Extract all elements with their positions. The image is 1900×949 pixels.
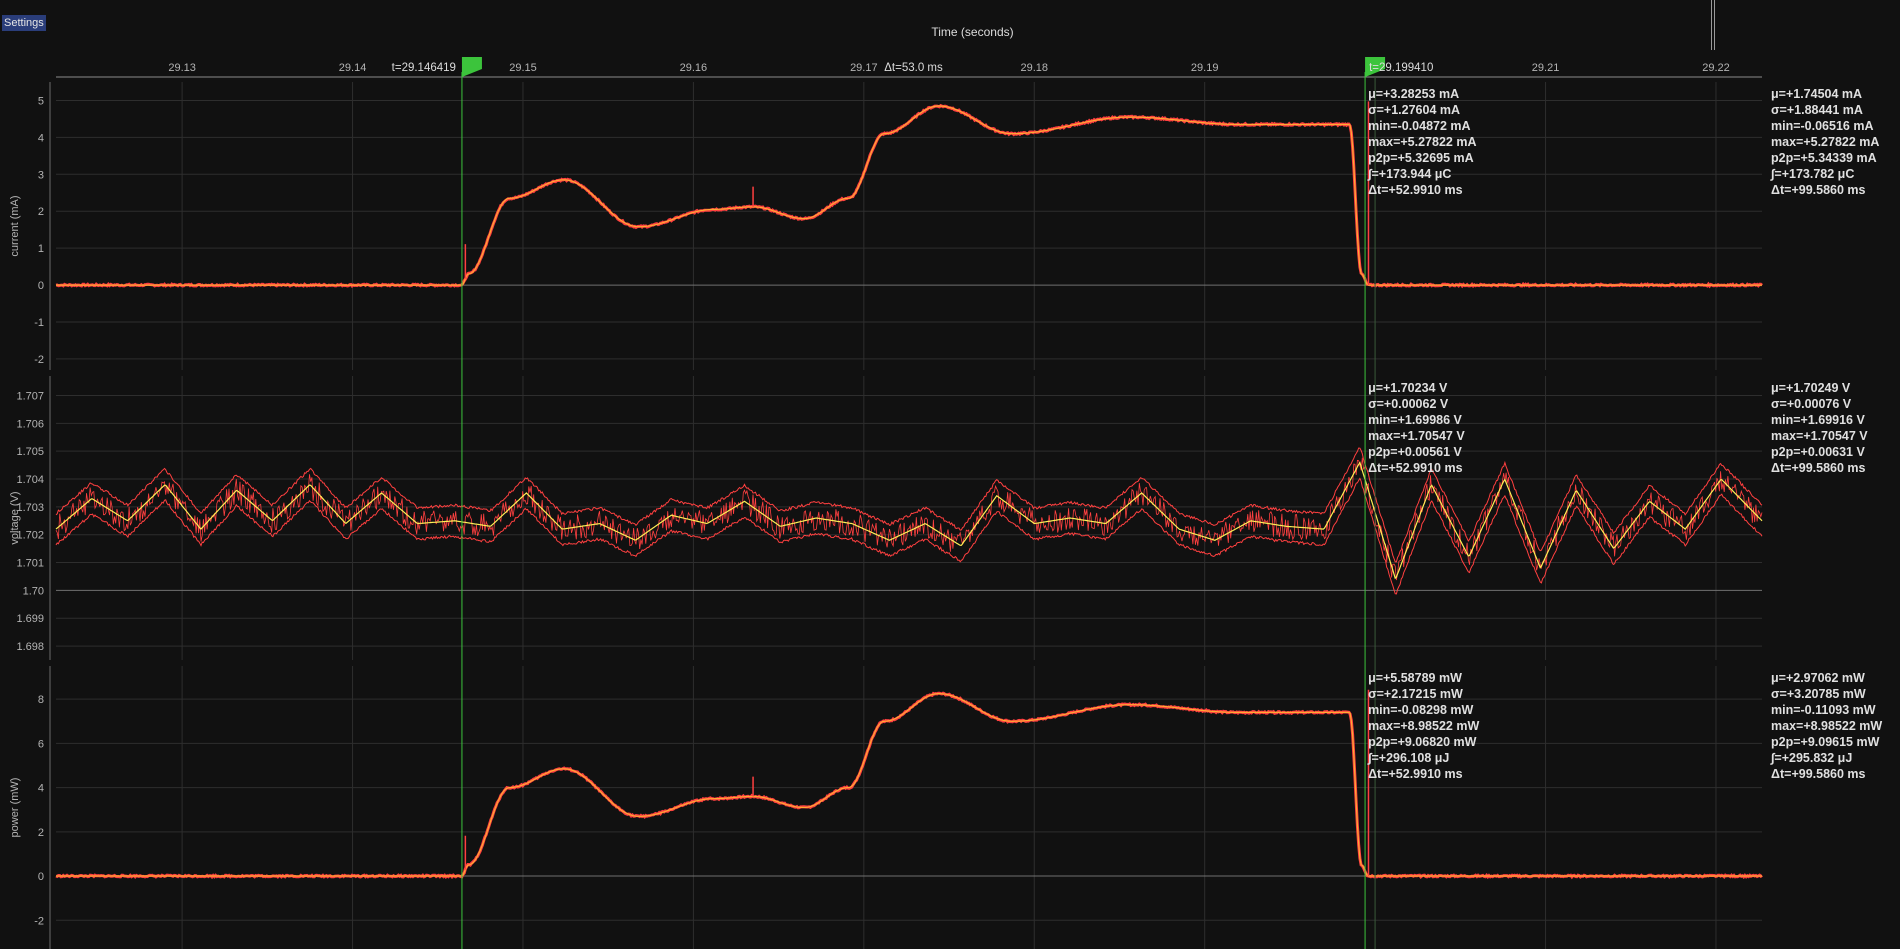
time-tick-label: 29.18 xyxy=(1021,62,1049,74)
window-stat: ∫=+173.944 μC xyxy=(1367,167,1451,181)
total-stat: min=-0.11093 mW xyxy=(1771,703,1876,717)
total-stat: μ=+1.74504 mA xyxy=(1771,87,1862,101)
total-stat: Δt=+99.5860 ms xyxy=(1771,183,1866,197)
window-stat: min=-0.08298 mW xyxy=(1368,703,1473,717)
window-stat: p2p=+0.00561 V xyxy=(1368,445,1462,459)
y-tick-label: 8 xyxy=(38,694,44,706)
window-stat: ∫=+296.108 μJ xyxy=(1367,751,1449,765)
window-stat: min=+1.69986 V xyxy=(1368,413,1462,427)
y-tick-label: 1.702 xyxy=(16,530,44,542)
marker-right-flag[interactable] xyxy=(1365,57,1386,77)
scrollbar-handle[interactable] xyxy=(1711,0,1715,50)
y-tick-label: 2 xyxy=(38,206,44,218)
total-stat: p2p=+5.34339 mA xyxy=(1771,151,1877,165)
y-axis-title: power (mW) xyxy=(9,778,21,838)
grid xyxy=(56,82,1762,949)
marker-left-flag[interactable] xyxy=(461,57,482,77)
settings-button[interactable]: Settings xyxy=(2,15,46,31)
y-tick-label: 1.70 xyxy=(23,585,44,597)
total-stat: Δt=+99.5860 ms xyxy=(1771,767,1866,781)
traces xyxy=(55,101,1763,880)
y-axis-title: voltage (V) xyxy=(9,491,21,544)
dual-markers[interactable]: t=29.146419 t=29.199410 Δt=53.0 ms xyxy=(392,57,1434,949)
total-stat: μ=+2.97062 mW xyxy=(1771,671,1865,685)
voltage-max-trace xyxy=(55,447,1763,563)
total-stat: Δt=+99.5860 ms xyxy=(1771,461,1866,475)
total-stat: max=+5.27822 mA xyxy=(1771,135,1879,149)
total-stat: max=+8.98522 mW xyxy=(1771,719,1882,733)
window-stat: Δt=+52.9910 ms xyxy=(1368,767,1463,781)
y-tick-label: 0 xyxy=(38,280,44,292)
marker-left-label: t=29.146419 xyxy=(392,62,456,74)
window-stat: μ=+3.28253 mA xyxy=(1368,87,1459,101)
y-tick-label: 2 xyxy=(38,827,44,839)
time-tick-label: 29.14 xyxy=(339,62,367,74)
window-stat: p2p=+5.32695 mA xyxy=(1368,151,1474,165)
marker-right-label: t=29.199410 xyxy=(1369,62,1433,74)
y-tick-label: -1 xyxy=(34,317,44,329)
time-tick-label: 29.21 xyxy=(1532,62,1560,74)
power-trace xyxy=(55,691,1763,880)
y-tick-label: 1.699 xyxy=(16,613,44,625)
y-axis-title: current (mA) xyxy=(9,195,21,256)
y-tick-label: -2 xyxy=(34,354,44,366)
window-stat: μ=+5.58789 mW xyxy=(1368,671,1462,685)
y-tick-label: 1.703 xyxy=(16,502,44,514)
y-tick-label: 1.701 xyxy=(16,558,44,570)
current-mean-trace xyxy=(56,105,1762,286)
window-stat: σ=+2.17215 mW xyxy=(1368,687,1463,701)
total-stat: min=-0.06516 mA xyxy=(1771,119,1873,133)
y-tick-label: 1.704 xyxy=(16,474,44,486)
y-tick-label: 1.698 xyxy=(16,641,44,653)
voltage-trace xyxy=(55,457,1763,581)
window-stat: max=+1.70547 V xyxy=(1368,429,1465,443)
total-stat: σ=+3.20785 mW xyxy=(1771,687,1866,701)
total-stat: μ=+1.70249 V xyxy=(1771,381,1851,395)
window-stat: σ=+0.00062 V xyxy=(1368,397,1449,411)
y-tick-label: 1 xyxy=(38,243,44,255)
marker-delta-label: Δt=53.0 ms xyxy=(884,62,943,74)
window-stat: Δt=+52.9910 ms xyxy=(1368,461,1463,475)
window-stat: Δt=+52.9910 ms xyxy=(1368,183,1463,197)
y-tick-label: 4 xyxy=(38,132,44,144)
window-stat: σ=+1.27604 mA xyxy=(1368,103,1460,117)
y-tick-label: 1.705 xyxy=(16,446,44,458)
window-stat: μ=+1.70234 V xyxy=(1368,381,1448,395)
y-tick-label: 1.707 xyxy=(16,390,44,402)
statistics: μ=+3.28253 mA σ=+1.27604 mA min=-0.04872 m… xyxy=(1367,87,1882,781)
window-stat: min=-0.04872 mA xyxy=(1368,119,1470,133)
y-tick-label: 4 xyxy=(38,783,44,795)
y-tick-label: -2 xyxy=(34,915,44,927)
window-stat: max=+5.27822 mA xyxy=(1368,135,1476,149)
time-tick-label: 29.13 xyxy=(168,62,196,74)
voltage-mean-trace xyxy=(55,461,1763,580)
y-tick-label: 5 xyxy=(38,95,44,107)
total-stat: σ=+1.88441 mA xyxy=(1771,103,1863,117)
y-tick-label: 6 xyxy=(38,738,44,750)
total-stat: ∫=+173.782 μC xyxy=(1770,167,1854,181)
total-stat: ∫=+295.832 μJ xyxy=(1770,751,1852,765)
total-stat: σ=+0.00076 V xyxy=(1771,397,1852,411)
total-stat: max=+1.70547 V xyxy=(1771,429,1868,443)
y-tick-label: 3 xyxy=(38,169,44,181)
time-axis[interactable]: 29.13 29.14 29.15 29.16 29.17 29.18 29.19 29.21… xyxy=(56,62,1762,78)
time-axis-title: Time (seconds) xyxy=(931,25,1014,39)
time-tick-label: 29.17 xyxy=(850,62,878,74)
total-stat: p2p=+9.09615 mW xyxy=(1771,735,1880,749)
power-mean-trace xyxy=(56,692,1762,877)
current-trace xyxy=(55,103,1763,289)
y-tick-label: 0 xyxy=(38,871,44,883)
time-tick-label: 29.15 xyxy=(509,62,537,74)
time-tick-label: 29.22 xyxy=(1702,62,1730,74)
time-tick-label: 29.19 xyxy=(1191,62,1219,74)
y-tick-label: 1.706 xyxy=(16,418,44,430)
window-stat: max=+8.98522 mW xyxy=(1368,719,1479,733)
time-tick-label: 29.16 xyxy=(680,62,708,74)
total-stat: min=+1.69916 V xyxy=(1771,413,1865,427)
voltage-min-trace xyxy=(55,477,1763,595)
total-stat: p2p=+0.00631 V xyxy=(1771,445,1865,459)
window-stat: p2p=+9.06820 mW xyxy=(1368,735,1477,749)
